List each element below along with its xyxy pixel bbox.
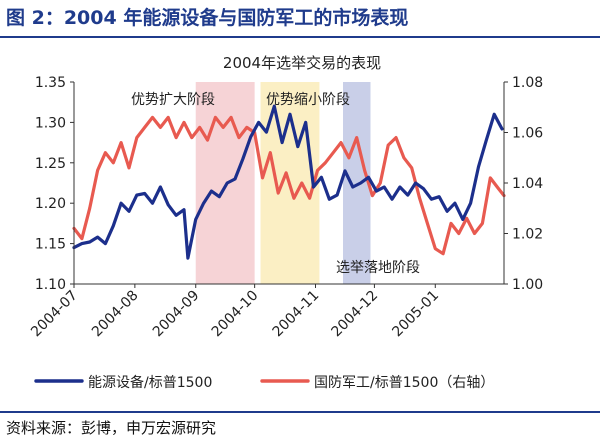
legend-label-2: 国防军工/标普1500（右轴）: [314, 375, 494, 391]
left-tick-label-4: 1.25: [35, 156, 66, 172]
x-tick-label-5: 2004-11: [270, 288, 323, 341]
right-tick-label-5: 1.08: [512, 75, 543, 91]
phase-label-3: 选举落地阶段: [336, 260, 420, 276]
title-rule: [0, 36, 600, 38]
left-tick-label-3: 1.20: [35, 196, 66, 212]
x-tick-label-2: 2004-08: [89, 288, 142, 341]
phase-band-3: [342, 82, 371, 284]
source-note: 资料来源：彭博，申万宏源研究: [6, 419, 217, 437]
series-line-1: [72, 104, 504, 260]
right-tick-label-3: 1.04: [512, 176, 543, 192]
phase-label-2: 优势缩小阶段: [266, 92, 350, 108]
legend-label-1: 能源设备/标普1500: [88, 374, 212, 391]
chart-title: 2004年选举交易的表现: [223, 54, 381, 72]
x-tick-label-6: 2004-12: [329, 288, 382, 341]
source-rule: [0, 411, 600, 413]
phase-label-1: 优势扩大阶段: [131, 92, 215, 108]
legend: 能源设备/标普1500 国防军工/标普1500（右轴）: [34, 374, 494, 391]
x-tick-label-3: 2004-09: [150, 288, 203, 341]
right-tick-label-2: 1.02: [512, 227, 543, 243]
left-tick-label-6: 1.35: [35, 75, 66, 91]
right-tick-label-4: 1.06: [512, 126, 543, 142]
series-lines: [72, 104, 506, 260]
figure-title: 图 2：2004 年能源设备与国防军工的市场表现: [6, 7, 409, 29]
series-line-2: [72, 115, 506, 256]
left-tick-label-5: 1.30: [35, 115, 66, 131]
x-tick-label-4: 2004-10: [209, 288, 262, 341]
x-tick-label-7: 2005-01: [389, 288, 442, 341]
left-tick-label-2: 1.15: [35, 237, 66, 253]
left-tick-label-1: 1.10: [35, 277, 66, 293]
phase-band-1: [195, 82, 255, 284]
right-tick-label-1: 1.00: [512, 277, 543, 293]
x-tick-label-1: 2004-07: [28, 288, 81, 341]
